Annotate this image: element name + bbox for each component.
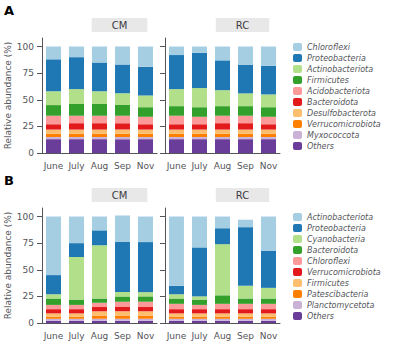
svg-text:25: 25	[23, 121, 34, 131]
svg-text:Aug: Aug	[91, 161, 109, 171]
svg-text:Actinobacteriota: Actinobacteriota	[306, 65, 373, 74]
svg-text:Relative abundance (%): Relative abundance (%)	[3, 42, 13, 150]
svg-text:Proteobacteria: Proteobacteria	[307, 54, 366, 63]
svg-text:Bacteroidota: Bacteroidota	[307, 98, 358, 107]
svg-text:Chloroflexi: Chloroflexi	[307, 43, 351, 52]
svg-text:Patescibacteria: Patescibacteria	[307, 290, 369, 299]
svg-text:Acidobacteriota: Acidobacteriota	[306, 87, 370, 96]
svg-text:50: 50	[23, 95, 35, 105]
svg-text:Others: Others	[307, 312, 334, 321]
svg-text:Sep: Sep	[237, 161, 254, 171]
svg-text:July: July	[67, 161, 85, 171]
svg-text:Desulfobacterota: Desulfobacterota	[307, 109, 376, 118]
svg-text:Nov: Nov	[137, 331, 155, 341]
svg-text:Relative abundance (%): Relative abundance (%)	[3, 212, 13, 320]
svg-text:RC: RC	[236, 190, 249, 201]
svg-text:Sep: Sep	[237, 331, 254, 341]
svg-text:100: 100	[17, 212, 34, 222]
svg-text:0: 0	[28, 148, 34, 158]
svg-text:B: B	[4, 173, 14, 188]
svg-text:Myxococcota: Myxococcota	[307, 131, 359, 140]
svg-text:50: 50	[23, 265, 35, 275]
svg-text:Cyanobacteria: Cyanobacteria	[307, 235, 365, 244]
svg-text:June: June	[166, 331, 187, 341]
svg-text:Aug: Aug	[214, 331, 232, 341]
svg-text:25: 25	[23, 291, 34, 301]
svg-text:July: July	[190, 331, 208, 341]
svg-text:Verrucomicrobiota: Verrucomicrobiota	[307, 268, 381, 277]
svg-text:Actinobacteriota: Actinobacteriota	[306, 213, 373, 222]
svg-text:June: June	[43, 161, 64, 171]
svg-text:Planctomycetota: Planctomycetota	[307, 301, 374, 310]
svg-text:Bacteroidota: Bacteroidota	[307, 246, 358, 255]
svg-text:Aug: Aug	[91, 331, 109, 341]
svg-text:75: 75	[23, 238, 34, 248]
svg-text:Chloroflexi: Chloroflexi	[307, 257, 351, 266]
svg-text:Firmicutes: Firmicutes	[307, 76, 349, 85]
svg-text:Nov: Nov	[137, 161, 155, 171]
svg-text:75: 75	[23, 68, 34, 78]
svg-text:Verrucomicrobiota: Verrucomicrobiota	[307, 120, 381, 129]
svg-text:July: July	[67, 331, 85, 341]
svg-text:June: June	[166, 161, 187, 171]
svg-text:Proteobacteria: Proteobacteria	[307, 224, 366, 233]
svg-text:RC: RC	[236, 20, 249, 31]
svg-text:Sep: Sep	[114, 161, 131, 171]
svg-text:June: June	[43, 331, 64, 341]
svg-text:Sep: Sep	[114, 331, 131, 341]
svg-text:Firmicutes: Firmicutes	[307, 279, 349, 288]
svg-text:0: 0	[28, 318, 34, 328]
svg-text:Others: Others	[307, 142, 334, 151]
svg-text:Aug: Aug	[214, 161, 232, 171]
svg-text:July: July	[190, 161, 208, 171]
svg-text:Nov: Nov	[260, 331, 278, 341]
svg-text:CM: CM	[112, 20, 128, 31]
svg-text:CM: CM	[112, 190, 128, 201]
svg-text:A: A	[4, 3, 14, 18]
svg-text:Nov: Nov	[260, 161, 278, 171]
svg-text:100: 100	[17, 42, 34, 52]
